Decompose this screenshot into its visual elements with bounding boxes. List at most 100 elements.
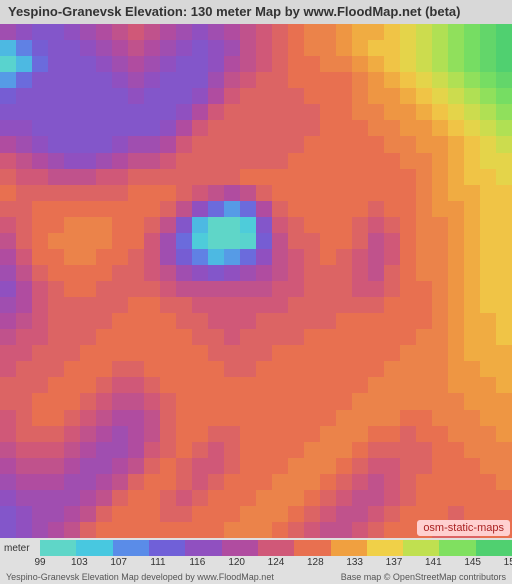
elevation-cell (384, 377, 400, 393)
elevation-cell (128, 249, 144, 265)
elevation-cell (384, 249, 400, 265)
elevation-cell (336, 410, 352, 426)
elevation-cell (160, 24, 176, 40)
elevation-cell (352, 490, 368, 506)
elevation-cell (48, 522, 64, 538)
elevation-cell (224, 104, 240, 120)
elevation-cell (256, 72, 272, 88)
elevation-cell (256, 40, 272, 56)
elevation-cell (464, 104, 480, 120)
elevation-cell (80, 233, 96, 249)
elevation-cell (480, 490, 496, 506)
elevation-cell (368, 329, 384, 345)
elevation-cell (112, 120, 128, 136)
elevation-cell (96, 249, 112, 265)
elevation-cell (400, 265, 416, 281)
elevation-cell (304, 40, 320, 56)
elevation-cell (96, 426, 112, 442)
elevation-cell (272, 458, 288, 474)
elevation-cell (224, 56, 240, 72)
elevation-cell (448, 345, 464, 361)
elevation-cell (384, 217, 400, 233)
elevation-cell (160, 185, 176, 201)
elevation-cell (208, 410, 224, 426)
elevation-cell (128, 329, 144, 345)
elevation-cell (336, 426, 352, 442)
elevation-cell (400, 297, 416, 313)
elevation-cell (320, 522, 336, 538)
elevation-cell (160, 120, 176, 136)
elevation-cell (368, 297, 384, 313)
elevation-cell (80, 185, 96, 201)
elevation-cell (112, 377, 128, 393)
elevation-cell (32, 426, 48, 442)
elevation-cell (432, 72, 448, 88)
elevation-cell (208, 24, 224, 40)
elevation-cell (144, 506, 160, 522)
elevation-cell (320, 410, 336, 426)
elevation-cell (240, 361, 256, 377)
elevation-cell (320, 458, 336, 474)
elevation-cell (448, 201, 464, 217)
elevation-map[interactable]: osm-static-maps (0, 24, 512, 538)
elevation-cell (80, 169, 96, 185)
elevation-cell (64, 217, 80, 233)
elevation-cell (48, 136, 64, 152)
elevation-cell (432, 474, 448, 490)
elevation-cell (256, 185, 272, 201)
elevation-cell (480, 313, 496, 329)
elevation-cell (448, 442, 464, 458)
legend-value: 103 (71, 557, 88, 568)
elevation-cell (464, 136, 480, 152)
elevation-cell (32, 265, 48, 281)
elevation-cell (144, 377, 160, 393)
elevation-cell (80, 297, 96, 313)
elevation-cell (80, 506, 96, 522)
elevation-cell (272, 40, 288, 56)
elevation-cell (128, 233, 144, 249)
elevation-cell (80, 377, 96, 393)
elevation-cell (480, 201, 496, 217)
elevation-cell (432, 249, 448, 265)
elevation-cell (208, 88, 224, 104)
elevation-cell (128, 185, 144, 201)
elevation-cell (48, 40, 64, 56)
elevation-cell (496, 265, 512, 281)
elevation-cell (16, 72, 32, 88)
elevation-cell (464, 393, 480, 409)
elevation-cell (384, 458, 400, 474)
elevation-cell (224, 345, 240, 361)
elevation-cell (208, 458, 224, 474)
elevation-cell (48, 88, 64, 104)
elevation-cell (272, 88, 288, 104)
elevation-cell (432, 217, 448, 233)
elevation-cell (464, 201, 480, 217)
elevation-cell (288, 393, 304, 409)
elevation-cell (272, 506, 288, 522)
elevation-cell (480, 281, 496, 297)
elevation-cell (240, 442, 256, 458)
elevation-cell (496, 233, 512, 249)
elevation-cell (432, 410, 448, 426)
elevation-cell (288, 442, 304, 458)
elevation-cell (128, 426, 144, 442)
elevation-cell (496, 24, 512, 40)
elevation-cell (464, 153, 480, 169)
elevation-cell (48, 265, 64, 281)
elevation-cell (336, 522, 352, 538)
elevation-cell (48, 120, 64, 136)
elevation-cell (32, 120, 48, 136)
legend-swatch (222, 540, 258, 556)
elevation-cell (64, 281, 80, 297)
elevation-cell (0, 24, 16, 40)
elevation-cell (16, 377, 32, 393)
elevation-cell (96, 185, 112, 201)
elevation-cell (208, 56, 224, 72)
elevation-cell (352, 136, 368, 152)
elevation-cell (96, 40, 112, 56)
elevation-cell (224, 281, 240, 297)
elevation-cell (256, 426, 272, 442)
elevation-cell (320, 169, 336, 185)
elevation-cell (352, 506, 368, 522)
elevation-cell (256, 153, 272, 169)
